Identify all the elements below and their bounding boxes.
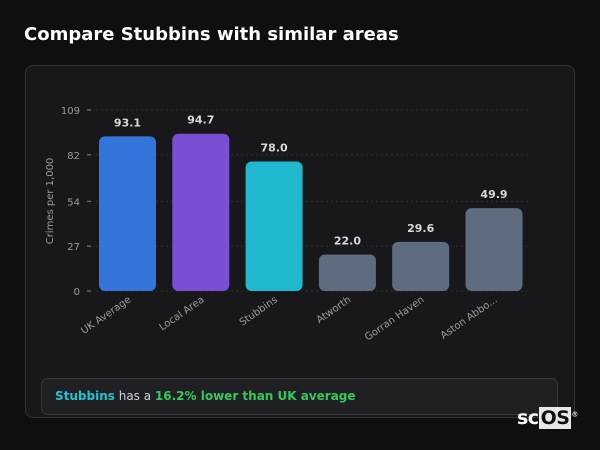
page-title: Compare Stubbins with similar areas bbox=[24, 24, 399, 45]
x-tick-label: Stubbins bbox=[238, 294, 280, 328]
data-label: 49.9 bbox=[480, 188, 507, 201]
summary-text: has a bbox=[114, 389, 155, 403]
data-label: 94.7 bbox=[187, 114, 214, 127]
y-tick-label: 27 bbox=[67, 242, 80, 253]
data-label: 93.1 bbox=[114, 116, 141, 129]
y-tick-label: 82 bbox=[67, 151, 80, 162]
y-tick-label: 109 bbox=[61, 106, 80, 117]
x-tick-label: Local Area bbox=[158, 294, 207, 333]
bar-uk-average bbox=[99, 136, 156, 291]
summary-highlight: 16.2% lower than UK average bbox=[154, 389, 356, 403]
x-tick-label: Gorran Haven bbox=[363, 294, 426, 343]
logo: sc OS ® bbox=[517, 407, 578, 429]
x-tick-label: Atworth bbox=[315, 294, 353, 326]
logo-boxed: OS bbox=[538, 407, 572, 429]
summary-box: Stubbins has a 16.2% lower than UK avera… bbox=[41, 378, 558, 415]
x-tick-label: Aston Abbo... bbox=[439, 294, 500, 341]
data-label: 78.0 bbox=[261, 141, 288, 154]
bar-local-area bbox=[172, 133, 230, 291]
bar-atworth bbox=[318, 254, 376, 291]
y-axis-label: Crimes per 1,000 bbox=[45, 158, 56, 245]
logo-mark: ® bbox=[571, 410, 578, 419]
data-label: 22.0 bbox=[334, 234, 361, 247]
bar-aston-abbo- bbox=[465, 208, 523, 291]
data-label: 29.6 bbox=[407, 222, 434, 235]
summary-entity: Stubbins bbox=[55, 389, 115, 403]
bar-stubbins bbox=[245, 161, 303, 291]
logo-prefix: sc bbox=[517, 407, 539, 429]
y-tick-label: 0 bbox=[74, 287, 80, 298]
bar-gorran-haven bbox=[392, 241, 450, 291]
x-tick-label: UK Average bbox=[79, 294, 133, 336]
y-tick-label: 54 bbox=[67, 197, 80, 208]
